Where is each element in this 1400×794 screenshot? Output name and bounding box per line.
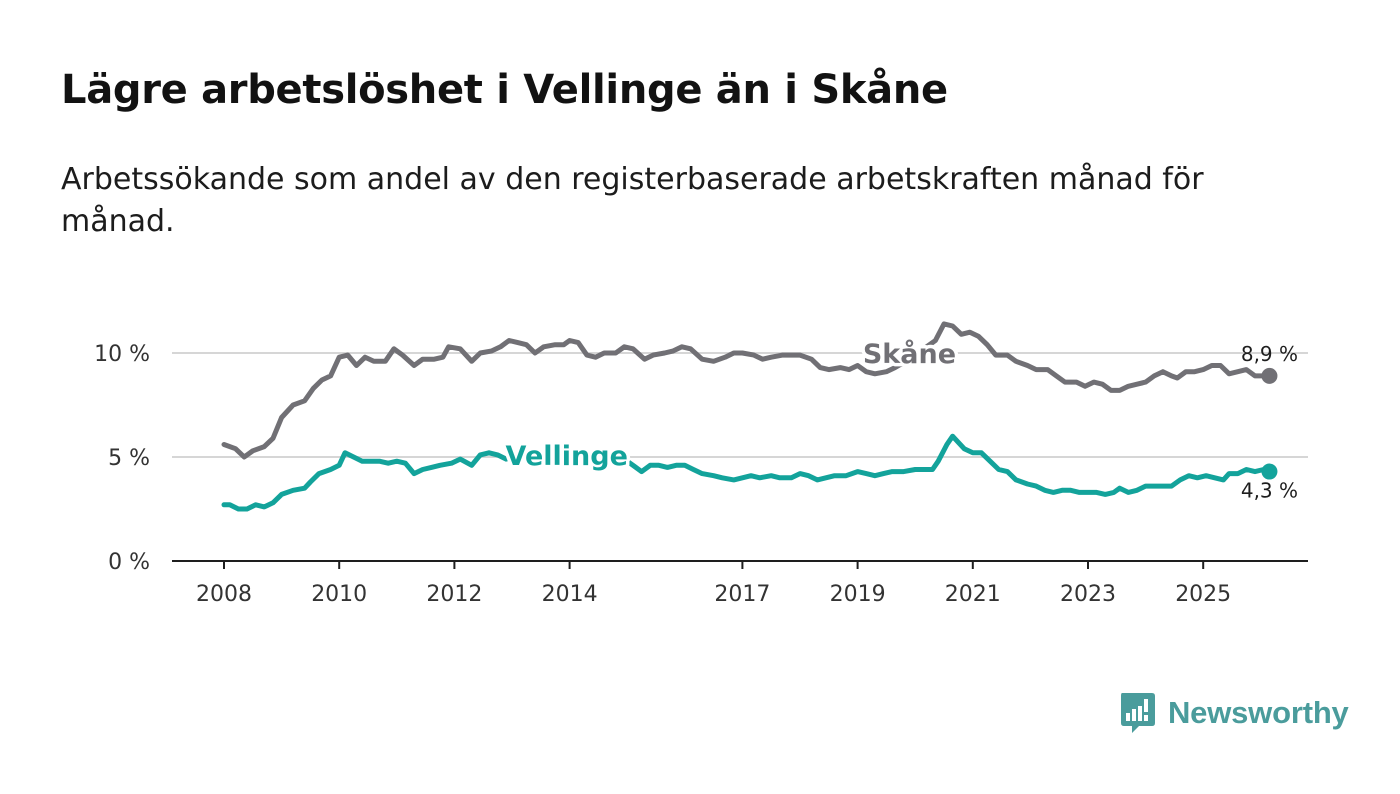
newsworthy-logo-text: Newsworthy [1168,695,1349,730]
series-name-label-vellinge: Vellinge [506,441,628,472]
series-end-label-vellinge: 4,3 % [1241,479,1298,503]
x-tick-label-2023: 2023 [1060,582,1116,607]
gridlines [172,352,1308,458]
series-end-marker-skane [1261,367,1278,384]
series-labels: 8,9 % Skåne 4,3 % Vellinge [502,335,1298,503]
series-lines [221,321,1278,512]
series-line-vellinge [221,433,1272,512]
newsworthy-logo[interactable]: Newsworthy [1118,690,1349,736]
newsworthy-bar-chart-icon [1121,693,1155,733]
y-axis-tick-labels: 0 % 5 % 10 % [94,342,150,575]
chart-subtitle: Arbetssökande som andel av den registerb… [61,162,1204,239]
x-tick-label-2019: 2019 [830,582,886,607]
x-tick-label-2014: 2014 [542,582,598,607]
x-tick-label-2010: 2010 [311,582,367,607]
x-tick-label-2021: 2021 [945,582,1001,607]
series-line-skane [221,321,1272,460]
x-tick-label-2017: 2017 [714,582,770,607]
y-tick-label-0: 0 % [108,550,150,575]
x-tick-label-2025: 2025 [1175,582,1231,607]
y-tick-label-5: 5 % [108,446,150,471]
series-end-marker-vellinge [1261,463,1278,480]
x-axis-ticks: 2008 2010 2012 2014 2017 2019 2021 2023 2025 [196,561,1231,607]
y-tick-label-10: 10 % [94,342,150,367]
chart-title: Lägre arbetslöshet i Vellinge än i Skåne [61,67,948,113]
x-tick-label-2012: 2012 [426,582,482,607]
series-end-label-skane: 8,9 % [1241,342,1298,366]
x-tick-label-2008: 2008 [196,582,252,607]
series-name-label-skane: Skåne [863,338,956,370]
